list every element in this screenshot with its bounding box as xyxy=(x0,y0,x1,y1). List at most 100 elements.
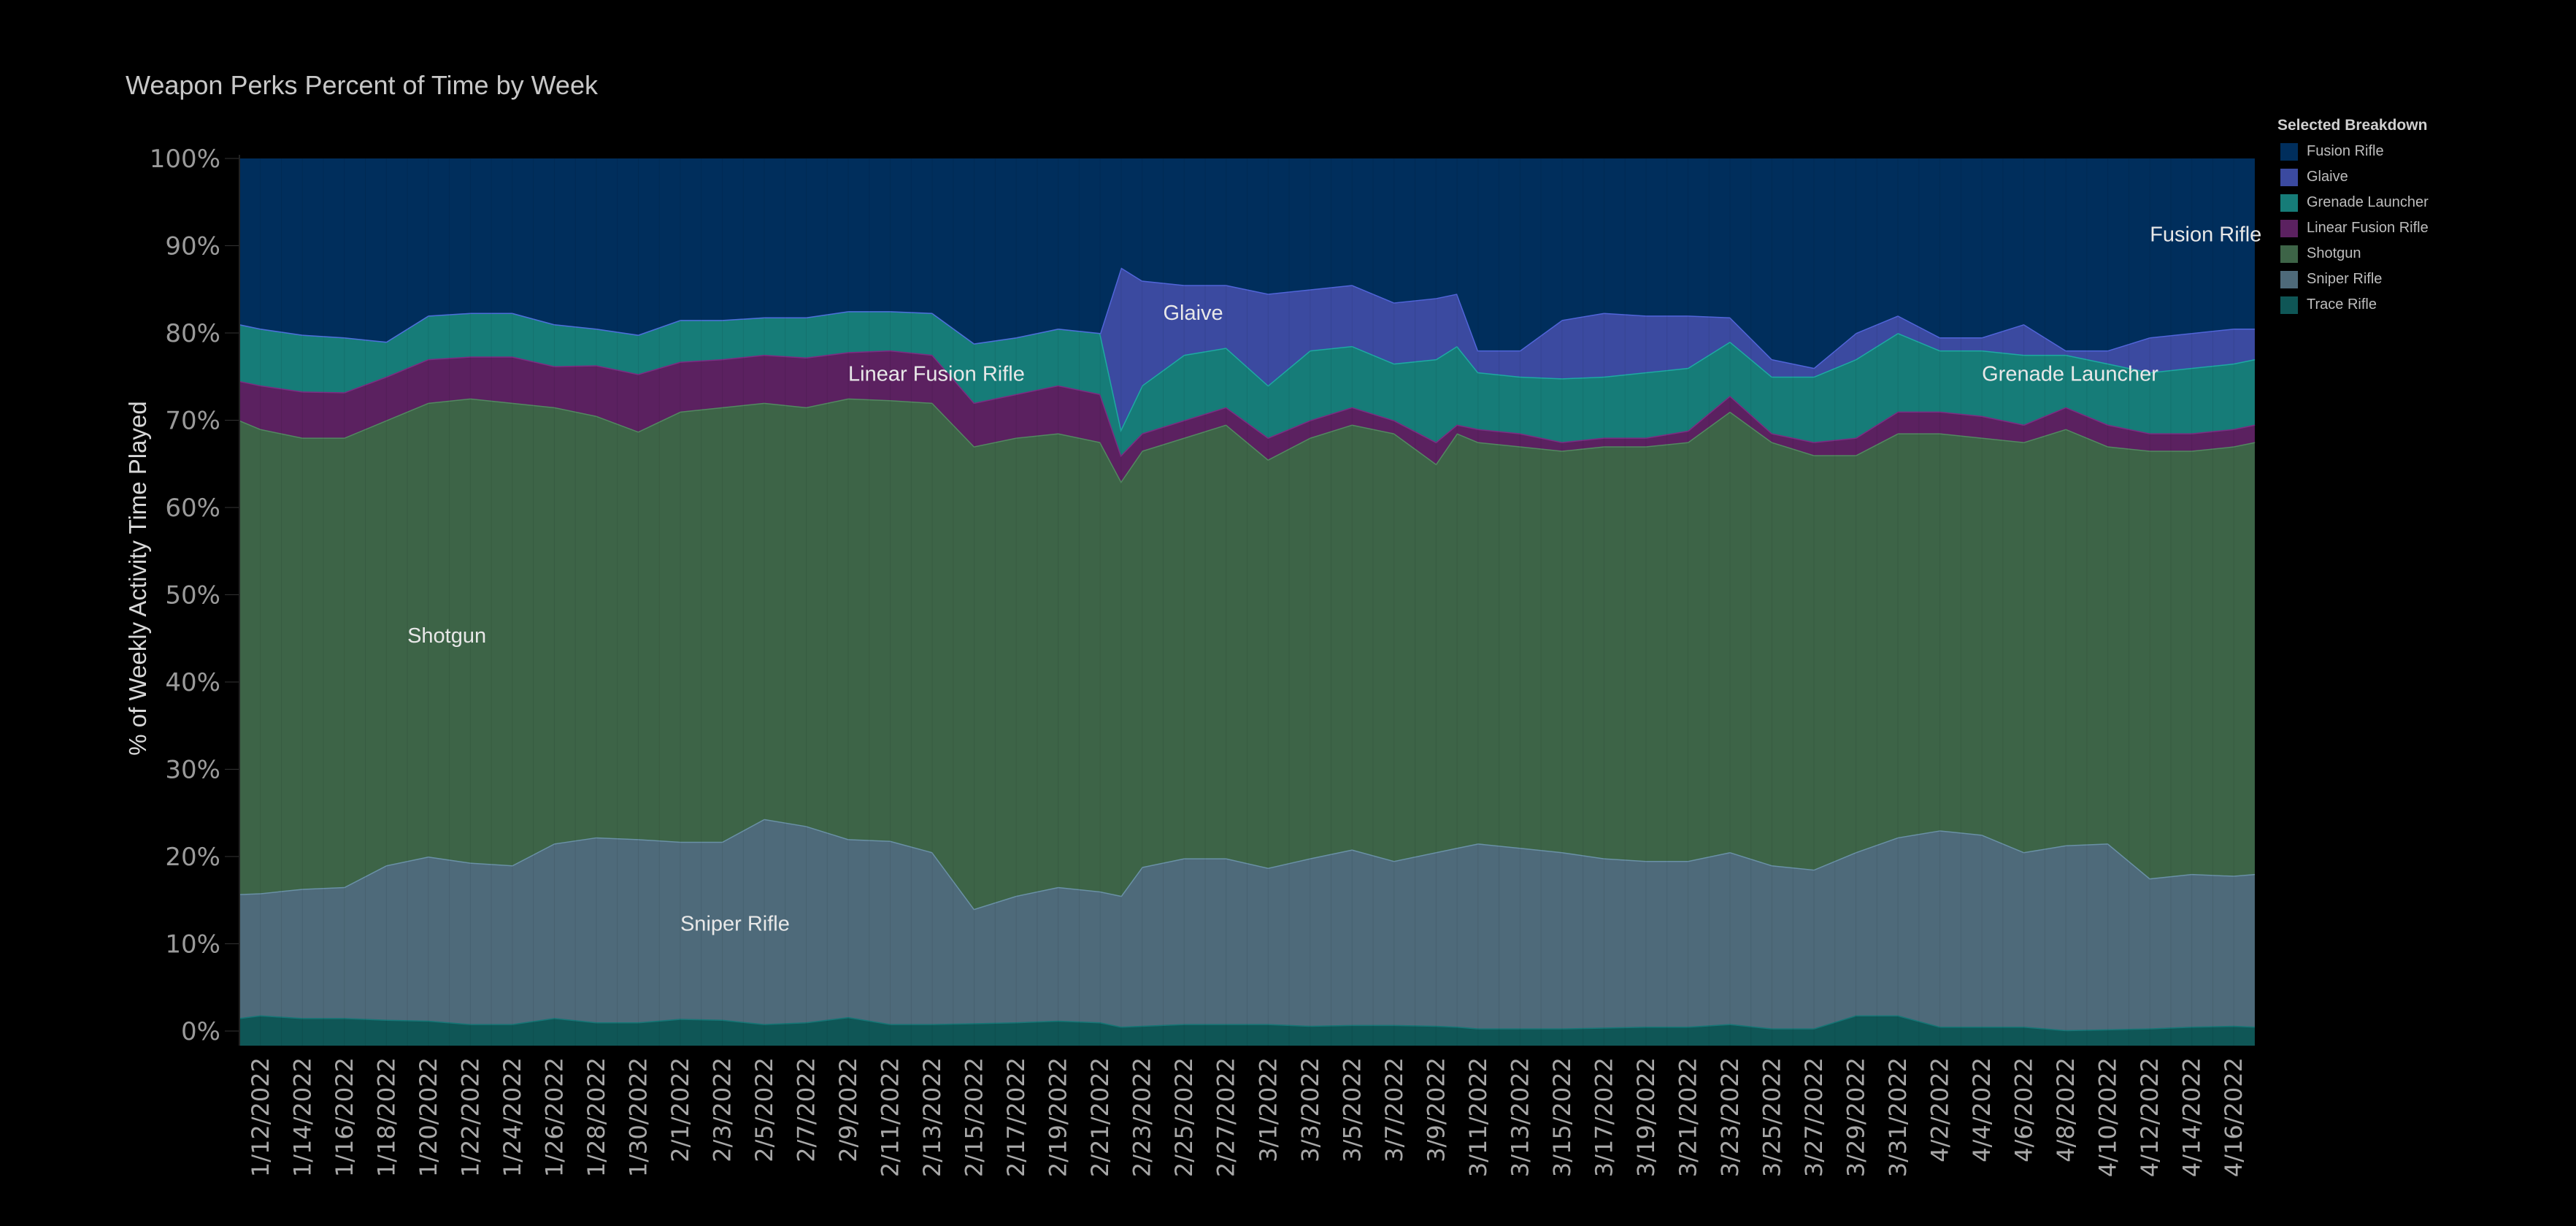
legend-item-linear-fusion-rifle[interactable]: Linear Fusion Rifle xyxy=(2277,215,2429,241)
legend-label: Fusion Rifle xyxy=(2307,143,2384,159)
x-tick-label: 4/16/2022 xyxy=(2220,1057,2248,1177)
x-tick-label: 2/23/2022 xyxy=(1129,1057,1156,1177)
area-shotgun[interactable] xyxy=(239,398,2255,909)
y-tick-label: 70% xyxy=(165,407,220,436)
annotation-grenade-launcher: Grenade Launcher xyxy=(1982,363,2158,386)
x-tick-label: 1/16/2022 xyxy=(331,1057,358,1177)
y-tick-label: 90% xyxy=(165,232,220,261)
x-tick-label: 3/3/2022 xyxy=(1296,1057,1324,1162)
y-tick-label: 20% xyxy=(165,843,220,872)
vertical-lines xyxy=(239,158,2256,1046)
x-tick-label: 4/10/2022 xyxy=(2094,1057,2122,1177)
x-tick-label: 3/9/2022 xyxy=(1422,1057,1450,1162)
x-tick-label: 3/19/2022 xyxy=(1632,1057,1660,1177)
y-tick-label: 80% xyxy=(165,319,220,348)
x-tick-label: 3/21/2022 xyxy=(1675,1057,1702,1177)
annotation-glaive: Glaive xyxy=(1163,302,1223,325)
legend-item-shotgun[interactable]: Shotgun xyxy=(2277,241,2429,267)
x-tick-label: 2/9/2022 xyxy=(834,1057,862,1162)
y-tick-label: 0% xyxy=(181,1017,220,1046)
legend-swatch xyxy=(2280,296,2298,314)
area-sniper-rifle[interactable] xyxy=(239,819,2255,1030)
x-tick-label: 1/28/2022 xyxy=(583,1057,610,1177)
legend-item-glaive[interactable]: Glaive xyxy=(2277,164,2429,190)
x-tick-label: 3/1/2022 xyxy=(1254,1057,1282,1162)
x-tick-label: 2/21/2022 xyxy=(1086,1057,1114,1177)
annotation-shotgun: Shotgun xyxy=(407,624,486,648)
legend-item-trace-rifle[interactable]: Trace Rifle xyxy=(2277,292,2429,318)
x-tick-label: 1/18/2022 xyxy=(372,1057,400,1177)
x-tick-label: 2/13/2022 xyxy=(918,1057,946,1177)
x-tick-label: 1/30/2022 xyxy=(624,1057,652,1177)
x-tick-label: 2/7/2022 xyxy=(793,1057,820,1162)
x-tick-label: 2/15/2022 xyxy=(961,1057,988,1177)
x-tick-label: 3/17/2022 xyxy=(1590,1057,1618,1177)
x-tick-label: 4/8/2022 xyxy=(2052,1057,2080,1162)
x-tick-label: 3/23/2022 xyxy=(1716,1057,1744,1177)
area-glaive[interactable] xyxy=(239,267,2255,429)
legend-swatch xyxy=(2280,194,2298,212)
legend-title: Selected Breakdown xyxy=(2277,117,2428,134)
x-tick-label: 4/2/2022 xyxy=(1926,1057,1954,1162)
legend-swatch xyxy=(2280,168,2298,186)
legend-label: Linear Fusion Rifle xyxy=(2307,220,2429,236)
legend-label: Trace Rifle xyxy=(2307,296,2377,313)
x-tick-label: 4/12/2022 xyxy=(2136,1057,2164,1177)
y-tick-label: 40% xyxy=(165,668,220,697)
x-tick-label: 3/25/2022 xyxy=(1758,1057,1786,1177)
legend-swatch xyxy=(2280,219,2298,237)
legend-swatch xyxy=(2280,245,2298,263)
x-tick-label: 3/31/2022 xyxy=(1884,1057,1912,1177)
annotation-fusion-rifle: Fusion Rifle xyxy=(2150,223,2261,247)
legend-item-sniper-rifle[interactable]: Sniper Rifle xyxy=(2277,267,2429,292)
x-tick-label: 4/6/2022 xyxy=(2010,1057,2038,1162)
legend-label: Grenade Launcher xyxy=(2307,194,2429,210)
x-tick-label: 3/7/2022 xyxy=(1380,1057,1408,1162)
x-tick-label: 4/14/2022 xyxy=(2178,1057,2206,1177)
legend-item-fusion-rifle[interactable]: Fusion Rifle xyxy=(2277,139,2429,164)
x-tick-label: 3/5/2022 xyxy=(1338,1057,1366,1162)
x-tick-label: 3/29/2022 xyxy=(1842,1057,1870,1177)
annotation-linear-fusion-rifle: Linear Fusion Rifle xyxy=(848,363,1025,386)
legend-label: Sniper Rifle xyxy=(2307,271,2383,287)
legend-swatch xyxy=(2280,142,2298,161)
x-tick-label: 2/1/2022 xyxy=(666,1057,694,1162)
areas xyxy=(239,158,2256,1046)
y-tick-label: 60% xyxy=(165,494,220,523)
legend-label: Shotgun xyxy=(2307,245,2361,261)
x-tick-label: 1/26/2022 xyxy=(540,1057,568,1177)
chart-title: Weapon Perks Percent of Time by Week xyxy=(126,70,598,100)
x-tick-label: 3/15/2022 xyxy=(1548,1057,1576,1177)
area-grenade-launcher[interactable] xyxy=(239,311,2255,456)
y-tick-label: 30% xyxy=(165,756,220,785)
x-tick-label: 1/20/2022 xyxy=(415,1057,442,1177)
area-fusion-rifle[interactable] xyxy=(239,158,2255,368)
x-tick-label: 4/4/2022 xyxy=(1968,1057,1996,1162)
y-axis-label: % of Weekly Activity Time Played xyxy=(124,401,151,755)
legend-swatch xyxy=(2280,270,2298,288)
y-ticks: 0% 10% 20% 30% 40% 50% 60% 70% 80% 90% 100% xyxy=(150,145,240,1046)
x-tick-label: 2/5/2022 xyxy=(750,1057,778,1162)
x-tick-label: 1/24/2022 xyxy=(499,1057,526,1177)
x-tick-label: 2/11/2022 xyxy=(877,1057,904,1177)
annotations: Shotgun Sniper Rifle Linear Fusion Rifle Gl… xyxy=(407,223,2261,936)
x-tick-label: 1/12/2022 xyxy=(247,1057,274,1177)
x-tick-label: 2/17/2022 xyxy=(1002,1057,1030,1177)
x-tick-label: 1/22/2022 xyxy=(456,1057,484,1177)
x-tick-label: 2/25/2022 xyxy=(1170,1057,1198,1177)
y-tick-label: 10% xyxy=(165,930,220,959)
x-tick-label: 2/19/2022 xyxy=(1045,1057,1072,1177)
x-tick-label: 2/3/2022 xyxy=(709,1057,737,1162)
x-tick-label: 3/27/2022 xyxy=(1800,1057,1828,1177)
y-tick-label: 100% xyxy=(150,145,220,174)
y-tick-label: 50% xyxy=(165,581,220,610)
x-ticks: 1/12/2022 1/14/2022 1/16/2022 1/18/2022 1/20… xyxy=(247,1057,2248,1177)
area-linear-fusion-rifle[interactable] xyxy=(239,350,2255,482)
annotation-sniper-rifle: Sniper Rifle xyxy=(680,913,790,936)
x-tick-label: 3/11/2022 xyxy=(1464,1057,1492,1177)
legend: Selected Breakdown Fusion Rifle Glaive Gre… xyxy=(2277,117,2429,318)
legend-label: Glaive xyxy=(2307,169,2348,185)
x-tick-label: 2/27/2022 xyxy=(1212,1057,1240,1177)
legend-item-grenade-launcher[interactable]: Grenade Launcher xyxy=(2277,190,2429,215)
